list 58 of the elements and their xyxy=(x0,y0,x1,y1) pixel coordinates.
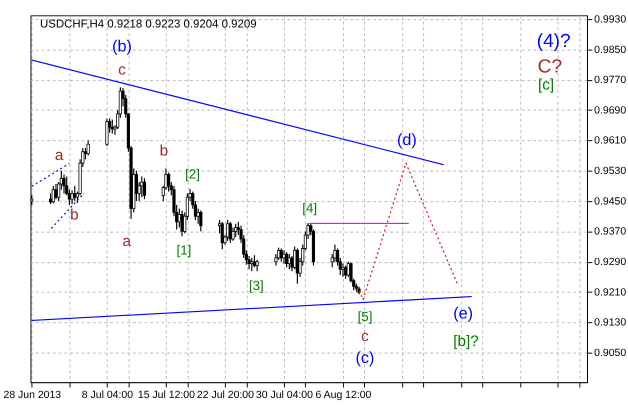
candlestick xyxy=(62,174,66,194)
candlestick xyxy=(167,172,170,192)
y-tick-label: 0.9370 xyxy=(594,226,626,238)
candlestick xyxy=(220,221,224,250)
annotation: [5] xyxy=(358,309,372,324)
annotation: a xyxy=(122,232,132,250)
y-tick-label: 0.9210 xyxy=(594,287,626,298)
candlestick xyxy=(285,252,288,268)
candlestick xyxy=(140,176,144,198)
annotation: [1] xyxy=(176,242,192,258)
y-tick-label: 0.9450 xyxy=(594,196,626,208)
candlestick xyxy=(228,221,232,244)
candlestick xyxy=(234,223,238,238)
y-tick-label: 0.9690 xyxy=(594,105,626,116)
annotation: (4)? xyxy=(536,30,571,52)
candlestick xyxy=(293,246,296,270)
y-tick-label: 0.9770 xyxy=(594,75,626,86)
candlestick xyxy=(73,185,76,202)
candlestick xyxy=(86,140,90,156)
chart-title: USDCHF,H4 0.9218 0.9223 0.9204 0.9209 xyxy=(40,18,257,31)
annotation: (b) xyxy=(112,38,132,56)
y-tick-label: 0.9530 xyxy=(594,166,626,178)
x-tick-label: 22 Jul 20:00 xyxy=(196,390,254,401)
annotation: b xyxy=(70,206,79,224)
candlestick xyxy=(280,248,283,262)
candlestick xyxy=(250,257,254,272)
x-tick-label: 15 Jul 12:00 xyxy=(138,390,196,401)
y-tick-label: 0.9130 xyxy=(594,318,626,329)
x-tick-label: 30 Jul 04:00 xyxy=(256,390,314,401)
annotation: a xyxy=(54,147,64,164)
x-tick-label: 28 Jun 2013 xyxy=(3,390,62,401)
annotation: (c) xyxy=(356,349,374,368)
x-tick-label: 8 Jul 04:00 xyxy=(82,390,134,401)
x-tick-label: 6 Aug 12:00 xyxy=(315,390,372,401)
annotation: [b]? xyxy=(453,333,479,350)
annotation: [c] xyxy=(538,76,554,94)
candlestick xyxy=(105,118,109,147)
annotation: (d) xyxy=(397,130,417,149)
annotation: [3] xyxy=(248,278,264,293)
annotation: c xyxy=(118,61,126,78)
candlestick xyxy=(52,185,55,204)
y-tick-label: 0.9930 xyxy=(594,14,626,26)
candlestick xyxy=(110,118,114,134)
annotation: b xyxy=(160,142,168,160)
annotation: [4] xyxy=(302,200,318,216)
annotation: [2] xyxy=(185,166,200,182)
annotation: C? xyxy=(538,56,562,78)
candlestick xyxy=(288,254,291,270)
y-tick-label: 0.9290 xyxy=(594,257,626,268)
candlestick xyxy=(282,250,286,264)
candlestick xyxy=(256,259,259,272)
y-tick-label: 0.9610 xyxy=(594,136,626,147)
y-tick-label: 0.9850 xyxy=(594,44,626,56)
candlestick xyxy=(142,178,146,200)
candlestick xyxy=(199,210,202,232)
y-tick-label: 0.9050 xyxy=(594,348,626,359)
annotation: (e) xyxy=(453,304,474,322)
annotation: c xyxy=(361,328,370,346)
